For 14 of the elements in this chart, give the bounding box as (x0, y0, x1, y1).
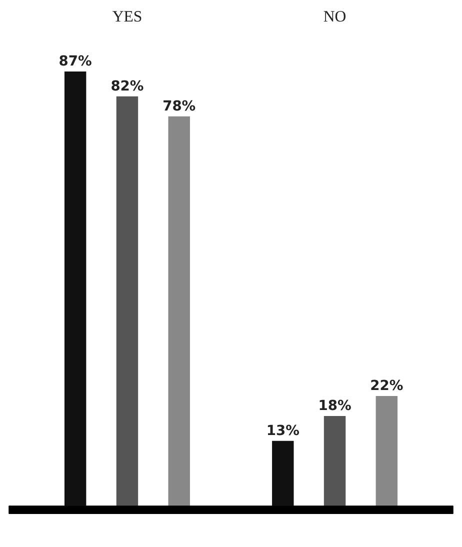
data-label: 87% (58, 54, 92, 70)
bar (116, 96, 138, 506)
data-label: 18% (318, 398, 352, 414)
data-label: 78% (162, 98, 196, 114)
x-tick-label: NO (323, 8, 346, 26)
bar (324, 416, 346, 506)
bar (64, 71, 86, 506)
data-label: 82% (110, 78, 144, 94)
x-tick-label: YES (112, 8, 142, 26)
data-label: 13% (266, 422, 300, 439)
bar (272, 440, 294, 506)
bar (168, 116, 190, 506)
bar (376, 396, 398, 506)
data-label: 22% (370, 378, 404, 394)
